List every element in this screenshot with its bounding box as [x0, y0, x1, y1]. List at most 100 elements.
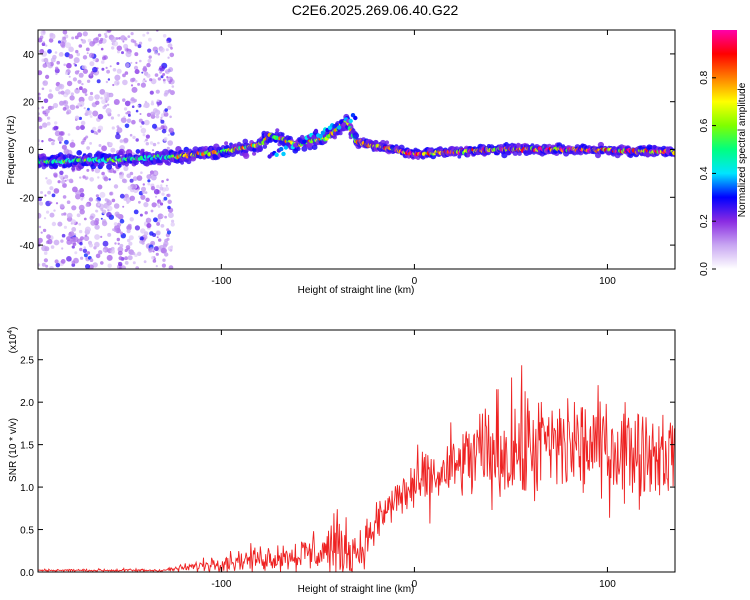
branch-point — [341, 122, 346, 127]
noise-point — [118, 261, 123, 267]
noise-point — [131, 105, 135, 108]
noise-point — [39, 49, 45, 54]
noise-point — [40, 30, 46, 36]
noise-point — [141, 71, 144, 74]
noise-point — [148, 37, 152, 42]
ridge-point — [106, 163, 113, 170]
noise-point — [41, 106, 44, 109]
noise-point — [100, 261, 104, 265]
noise-point — [123, 137, 129, 143]
noise-point — [156, 236, 159, 239]
noise-point — [134, 52, 139, 57]
noise-point — [120, 35, 126, 41]
noise-point — [51, 141, 55, 146]
noise-point — [123, 43, 129, 49]
noise-point — [153, 246, 159, 252]
noise-point — [104, 96, 110, 102]
x-tick-label: -100 — [211, 276, 231, 287]
noise-point — [140, 127, 147, 134]
noise-point — [103, 32, 107, 36]
noise-point — [134, 43, 138, 47]
noise-point — [68, 178, 74, 184]
noise-point — [85, 176, 89, 180]
noise-point — [76, 87, 79, 90]
noise-point — [71, 227, 77, 232]
branch-point — [279, 146, 284, 152]
noise-point — [55, 72, 58, 76]
noise-point — [170, 46, 173, 50]
noise-point — [53, 188, 60, 194]
noise-point — [116, 127, 123, 134]
branch-point — [313, 128, 319, 134]
noise-point — [45, 44, 48, 47]
noise-point — [61, 179, 66, 185]
noise-point — [70, 219, 77, 225]
noise-point — [106, 211, 112, 218]
noise-point — [69, 142, 76, 148]
noise-point — [121, 51, 124, 55]
ridge-point — [280, 132, 285, 137]
noise-point — [150, 209, 154, 213]
noise-point — [154, 171, 158, 175]
noise-point — [145, 197, 150, 202]
noise-point — [165, 48, 169, 52]
noise-point — [170, 222, 175, 227]
noise-point — [167, 246, 173, 252]
noise-point — [61, 213, 64, 216]
noise-point — [145, 134, 150, 139]
noise-point — [78, 96, 85, 103]
noise-point — [155, 230, 161, 236]
noise-point — [53, 172, 58, 178]
noise-point — [89, 61, 95, 67]
noise-point — [57, 180, 61, 184]
branch-point — [281, 151, 286, 157]
colorbar: 0.0 0.2 0.4 0.6 0.8 Normalized spectral ampl… — [699, 30, 748, 276]
noise-point — [63, 212, 67, 216]
noise-point — [159, 65, 162, 69]
noise-point — [139, 240, 143, 244]
ridge-point — [117, 163, 122, 168]
noise-point — [125, 245, 131, 250]
branch-point — [353, 115, 358, 121]
noise-point — [139, 125, 143, 128]
noise-point — [97, 176, 100, 179]
noise-point — [129, 133, 133, 137]
noise-point — [63, 63, 66, 67]
noise-point — [113, 184, 119, 189]
noise-point — [152, 142, 157, 147]
noise-point — [152, 123, 157, 129]
noise-point — [119, 243, 124, 248]
noise-point — [73, 57, 80, 64]
noise-point — [87, 107, 90, 111]
noise-point — [44, 194, 47, 197]
noise-point — [79, 192, 85, 198]
noise-point — [124, 71, 129, 75]
noise-point — [38, 70, 43, 76]
noise-point — [132, 135, 136, 140]
noise-point — [43, 217, 47, 220]
noise-point — [38, 92, 41, 96]
noise-point — [99, 89, 106, 95]
noise-point — [171, 219, 175, 223]
noise-point — [127, 223, 132, 228]
noise-point — [162, 78, 166, 82]
noise-point — [94, 224, 100, 230]
noise-point — [110, 147, 116, 153]
noise-point — [127, 113, 131, 117]
noise-point — [59, 170, 64, 175]
snr-multiplier-exponent: 4 — [7, 330, 14, 334]
spectrogram-x-label: Height of straight line (km) — [298, 285, 415, 296]
noise-point — [100, 37, 104, 42]
noise-point — [77, 70, 80, 73]
noise-point — [45, 264, 49, 268]
noise-point — [72, 242, 77, 246]
noise-point — [47, 238, 53, 245]
noise-point — [82, 248, 88, 253]
noise-point — [58, 84, 63, 88]
ridge-point — [180, 160, 185, 165]
noise-point — [146, 62, 151, 68]
noise-point — [162, 34, 167, 38]
noise-point — [116, 82, 120, 85]
noise-point — [106, 69, 110, 74]
